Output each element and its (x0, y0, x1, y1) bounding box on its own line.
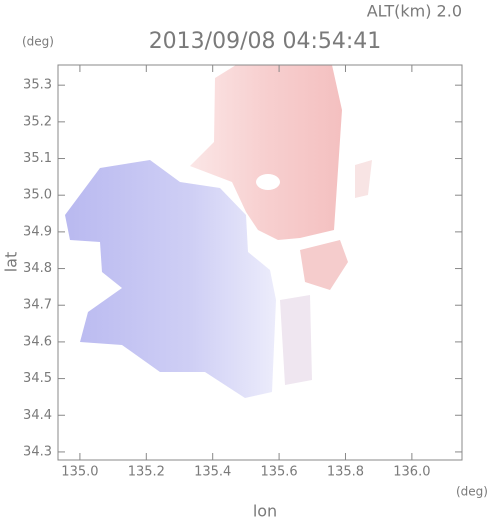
x-tick-label: 136.0 (393, 465, 430, 480)
y-tick-label: 34.3 (23, 444, 52, 459)
x-tick-label: 135.2 (128, 465, 165, 480)
plot-frame (57, 64, 463, 461)
subtitle: ALT(km) 2.0 (367, 2, 462, 21)
y-tick-label: 35.0 (23, 188, 52, 203)
gap (256, 174, 280, 190)
y-tick-label: 34.5 (23, 371, 52, 386)
y-unit: (deg) (22, 35, 54, 49)
x-unit: (deg) (456, 485, 488, 499)
y-tick-label: 35.2 (23, 114, 52, 129)
x-tick-label: 135.0 (61, 465, 98, 480)
mixed-area (280, 295, 312, 385)
y-tick-label: 34.6 (23, 334, 52, 349)
positive-velocity-area (300, 240, 348, 290)
y-tick-label: 34.7 (23, 298, 52, 313)
y-tick-label: 35.3 (23, 78, 52, 93)
x-axis-label: lon (253, 502, 277, 521)
negative-velocity-area (65, 160, 276, 398)
velocity-field (65, 65, 372, 398)
x-tick-label: 135.8 (327, 465, 364, 480)
y-tick-label: 35.1 (23, 151, 52, 166)
y-tick-label: 34.9 (23, 224, 52, 239)
y-tick-label: 34.4 (23, 408, 52, 423)
x-tick-label: 135.4 (194, 465, 231, 480)
chart-title: 2013/09/08 04:54:41 (149, 29, 382, 54)
positive-velocity-area (355, 160, 372, 198)
y-tick-label: 34.8 (23, 261, 52, 276)
positive-velocity-area (190, 65, 342, 240)
y-axis-label: lat (2, 252, 21, 273)
x-tick-label: 135.6 (260, 465, 297, 480)
